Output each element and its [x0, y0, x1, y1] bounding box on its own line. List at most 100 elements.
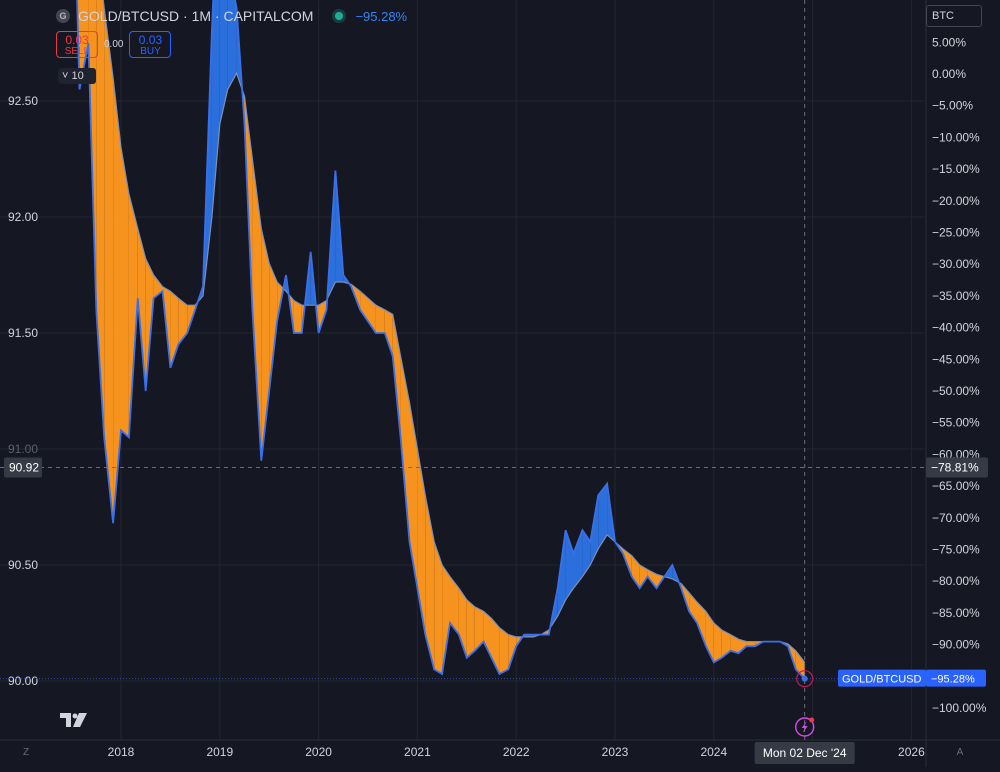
right-tick-label: −15.00% [932, 162, 980, 176]
trade-panel: 0.03 SELL 0.00 0.03 BUY [56, 31, 172, 58]
right-tick-label: −75.00% [932, 543, 980, 557]
right-tick-label: 5.00% [932, 35, 966, 49]
right-tick-label: −85.00% [932, 606, 980, 620]
fill-segment-up [590, 495, 599, 565]
fill-segment-down [466, 599, 475, 658]
sell-button[interactable]: 0.03 SELL [56, 31, 98, 58]
right-tick-label: −20.00% [932, 194, 980, 208]
series-name-label: GOLD/BTCUSD [842, 674, 922, 686]
right-tick-label: −70.00% [932, 511, 980, 525]
left-tick-label: 92.00 [8, 210, 38, 224]
left-axis[interactable]: 95.5095.0094.5094.0093.5093.0092.5092.00… [8, 0, 38, 688]
fill-segment-down [631, 555, 640, 589]
time-tick-label: 2018 [108, 745, 135, 759]
fill-segment-up [211, 0, 220, 217]
time-tick-label: 2019 [206, 745, 233, 759]
fill-segment-down [721, 630, 731, 658]
fill-segment-down [128, 193, 138, 438]
symbol-title[interactable]: GOLD/BTCUSD · 1M · CAPITALCOM [78, 8, 314, 24]
fill-segment-down [483, 611, 492, 658]
fill-segment-down [252, 159, 262, 461]
last-value-label: −95.28% [931, 674, 975, 686]
series-name-tag [838, 669, 926, 687]
market-status-icon[interactable] [335, 12, 344, 20]
crosshair-percent-tag [926, 457, 988, 478]
scale-currency-selector[interactable]: BTC [926, 5, 982, 27]
right-tick-label: −35.00% [932, 289, 980, 303]
fill-segment-down [384, 309, 393, 357]
fill-segment-up [227, 0, 237, 90]
fill-segment-up [573, 530, 583, 589]
fill-segment-down [79, 0, 89, 90]
time-tick-label: 2020 [305, 745, 332, 759]
right-tick-label: −25.00% [932, 226, 980, 240]
crosshair-date-label: Mon 02 Dec '24 [763, 746, 847, 760]
right-tick-label: −55.00% [932, 416, 980, 430]
buy-button[interactable]: 0.03 BUY [129, 31, 172, 58]
time-tick-label: 2026 [898, 745, 925, 759]
time-tick-label: 2022 [503, 745, 530, 759]
fill-segment-up [582, 530, 591, 577]
symbol-logo-icon[interactable]: G [56, 9, 70, 23]
fill-segment-down [499, 627, 509, 674]
fill-segment-down [417, 449, 426, 635]
fill-segment-down [293, 300, 302, 333]
left-tick-label: 90.00 [8, 674, 38, 688]
right-tick-label: −40.00% [932, 321, 980, 335]
fill-segment-down [392, 314, 401, 438]
fill-segment-down [508, 634, 517, 670]
right-tick-label: 0.00% [932, 67, 966, 81]
right-tick-label: −45.00% [932, 352, 980, 366]
right-tick-label: −30.00% [932, 257, 980, 271]
fill-segment-down [746, 641, 756, 647]
crosshair-price-tag [4, 457, 42, 478]
fill-segment-down [409, 402, 418, 589]
header-change-value: −95.28% [355, 8, 408, 24]
event-badge-icon [809, 717, 815, 723]
event-bolt-icon [794, 717, 815, 737]
fill-segment-down [738, 639, 747, 654]
indicator-collapse-button[interactable]: ˅ 10 [58, 68, 96, 84]
right-tick-label: −80.00% [932, 574, 980, 588]
right-tick-label: −5.00% [932, 99, 973, 113]
right-tick-label: −65.00% [932, 479, 980, 493]
sell-price: 0.03 [65, 33, 89, 47]
crosshair-date-tag [754, 742, 855, 764]
fill-segment-down [400, 356, 410, 542]
fill-segment-down [647, 569, 657, 589]
crosshair: 90.92 −78.81% Mon 02 Dec '24 GOLD/BTCUSD −95… [0, 0, 988, 764]
legend-header: G GOLD/BTCUSD · 1M · CAPITALCOM −95.28% [56, 6, 407, 26]
fill-segment-down [425, 495, 435, 670]
buy-price: 0.03 [138, 33, 163, 47]
last-value-tag [926, 669, 986, 687]
fill-segment-up [565, 530, 574, 600]
fill-segment-down [269, 263, 278, 391]
fill-segment-down [474, 606, 484, 651]
fill-segment-down [458, 588, 467, 658]
time-tick-label: 2024 [700, 745, 727, 759]
fill-segment-down [104, 8, 114, 524]
spread-value: 0.00 [104, 39, 124, 50]
event-bolt-glyph [801, 721, 808, 733]
crosshair-price-label: 90.92 [9, 461, 39, 475]
fill-segment-down [442, 565, 450, 674]
series-lines [76, 0, 806, 680]
fill-segment-down [137, 228, 146, 391]
right-axis[interactable]: 5.00% 0.00% −5.00% −10.00% −15.00% −20.00% −25… [932, 35, 987, 715]
left-tick-label: 90.50 [8, 558, 38, 572]
time-tick-label: 2021 [404, 745, 431, 759]
left-tick-label: 91.50 [8, 326, 38, 340]
fill-segment-down [113, 77, 121, 524]
left-tick-label: 91.00 [8, 442, 38, 456]
fill-segment-down [713, 623, 722, 663]
tradingview-logo-icon[interactable] [60, 712, 90, 728]
fill-segment-up [598, 483, 608, 549]
fill-segment-down [730, 634, 739, 654]
time-axis[interactable]: 2018 2019 2020 2021 2022 2023 2024 2026 Z A [23, 745, 964, 759]
fill-segment-down [434, 541, 443, 674]
fill-segment-down [375, 305, 385, 333]
left-tick-label: 92.50 [8, 94, 38, 108]
endpoint-dot [801, 675, 808, 682]
